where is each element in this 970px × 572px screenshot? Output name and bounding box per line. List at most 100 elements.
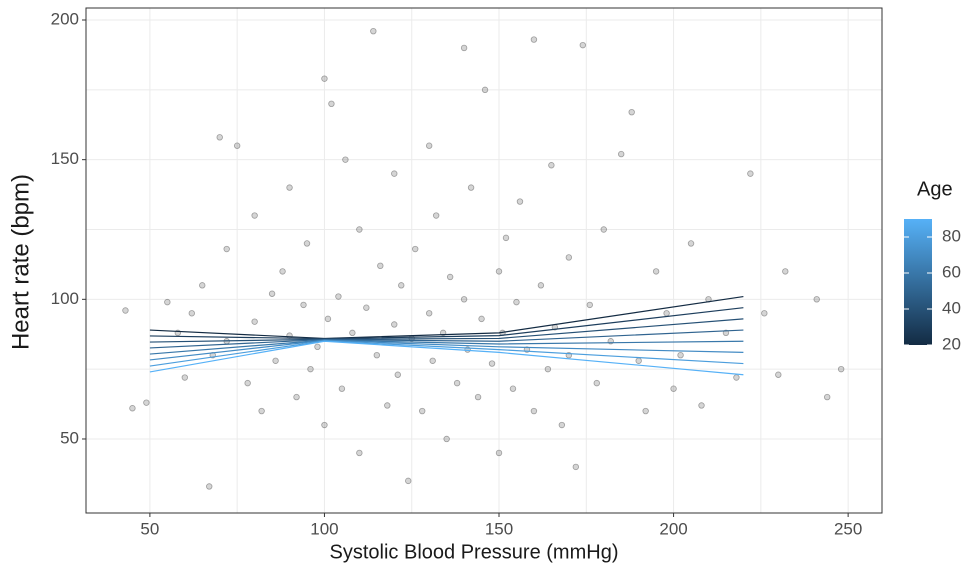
data-point [488, 360, 496, 367]
data-point [548, 162, 555, 169]
data-point [443, 435, 450, 443]
fit-line [149, 318, 744, 343]
fit-line [149, 329, 744, 349]
fit-line [149, 295, 744, 340]
data-point [618, 150, 625, 158]
data-point [467, 184, 475, 191]
data-point [391, 170, 398, 177]
y-tick-label: 150 [51, 149, 79, 168]
data-point [293, 393, 300, 401]
data-point [593, 379, 600, 387]
data-point [356, 449, 363, 457]
y-tick-label: 200 [51, 9, 79, 28]
data-point [579, 41, 587, 49]
data-point [733, 374, 740, 381]
fit-line [149, 339, 744, 361]
data-point [761, 310, 768, 317]
data-point [412, 245, 419, 253]
data-point [321, 421, 328, 429]
data-point [495, 449, 503, 457]
data-point [429, 357, 436, 364]
y-axis-label: Heart rate (bpm) [7, 174, 34, 350]
data-point [698, 402, 705, 409]
data-point [223, 245, 230, 253]
data-point [268, 290, 276, 297]
data-point [349, 329, 356, 337]
colorbar-tick-label: 20 [942, 334, 961, 353]
colorbar-tick-label: 60 [942, 262, 961, 281]
data-point [432, 212, 440, 219]
data-point [474, 393, 482, 401]
data-point [251, 318, 258, 325]
data-point [188, 310, 195, 317]
data-point [572, 463, 580, 471]
data-point [565, 254, 573, 261]
data-point [537, 282, 545, 289]
data-point [356, 226, 363, 233]
data-point [495, 268, 503, 275]
data-point [199, 282, 206, 289]
data-point [122, 307, 129, 314]
data-point [342, 156, 349, 163]
data-point [321, 75, 328, 82]
data-point [460, 44, 468, 52]
data-point [373, 351, 381, 359]
data-point [370, 27, 377, 35]
data-point [300, 301, 307, 309]
data-point [516, 198, 524, 205]
data-point [663, 310, 670, 317]
fit-line [149, 340, 744, 376]
data-point [206, 483, 213, 490]
data-point [513, 298, 520, 306]
data-point [181, 374, 189, 381]
x-tick-label: 150 [485, 519, 513, 538]
data-point [775, 371, 782, 378]
data-point [394, 371, 401, 378]
legend-title: Age [917, 178, 953, 200]
data-point [502, 234, 510, 242]
data-point [272, 357, 279, 364]
data-point [303, 240, 311, 247]
data-point [530, 36, 538, 43]
y-tick-label: 50 [60, 428, 79, 447]
data-point [782, 268, 789, 275]
data-point [391, 321, 398, 328]
data-point [363, 304, 370, 311]
data-point [453, 379, 461, 387]
data-point [405, 477, 412, 485]
data-point [446, 273, 454, 281]
fit-line [149, 339, 744, 355]
data-point [481, 86, 489, 94]
data-point [600, 226, 607, 233]
data-point [642, 407, 649, 415]
data-point [384, 402, 391, 409]
data-point [687, 240, 695, 247]
x-axis-label: Systolic Blood Pressure (mmHg) [330, 541, 619, 563]
data-point [324, 315, 332, 323]
data-point [677, 351, 684, 359]
fit-line [149, 340, 744, 367]
data-point [652, 268, 660, 275]
data-point [307, 365, 314, 373]
data-point [143, 399, 150, 406]
data-point [635, 357, 642, 364]
data-point [129, 405, 136, 412]
x-tick-label: 50 [140, 519, 159, 538]
data-point [251, 212, 258, 219]
data-point [258, 407, 265, 415]
data-point [670, 385, 677, 392]
data-point [823, 393, 831, 401]
data-point [338, 385, 346, 392]
colorbar-tick-label: 80 [942, 226, 961, 245]
data-point [233, 142, 241, 149]
data-point [747, 170, 754, 177]
y-tick-label: 100 [51, 289, 79, 308]
colorbar-tick-label: 40 [942, 298, 961, 317]
data-point [216, 134, 223, 141]
data-point [398, 282, 405, 289]
colorbar [904, 219, 932, 345]
data-point [244, 379, 251, 387]
x-tick-label: 100 [310, 519, 338, 538]
fit-line [149, 307, 744, 340]
